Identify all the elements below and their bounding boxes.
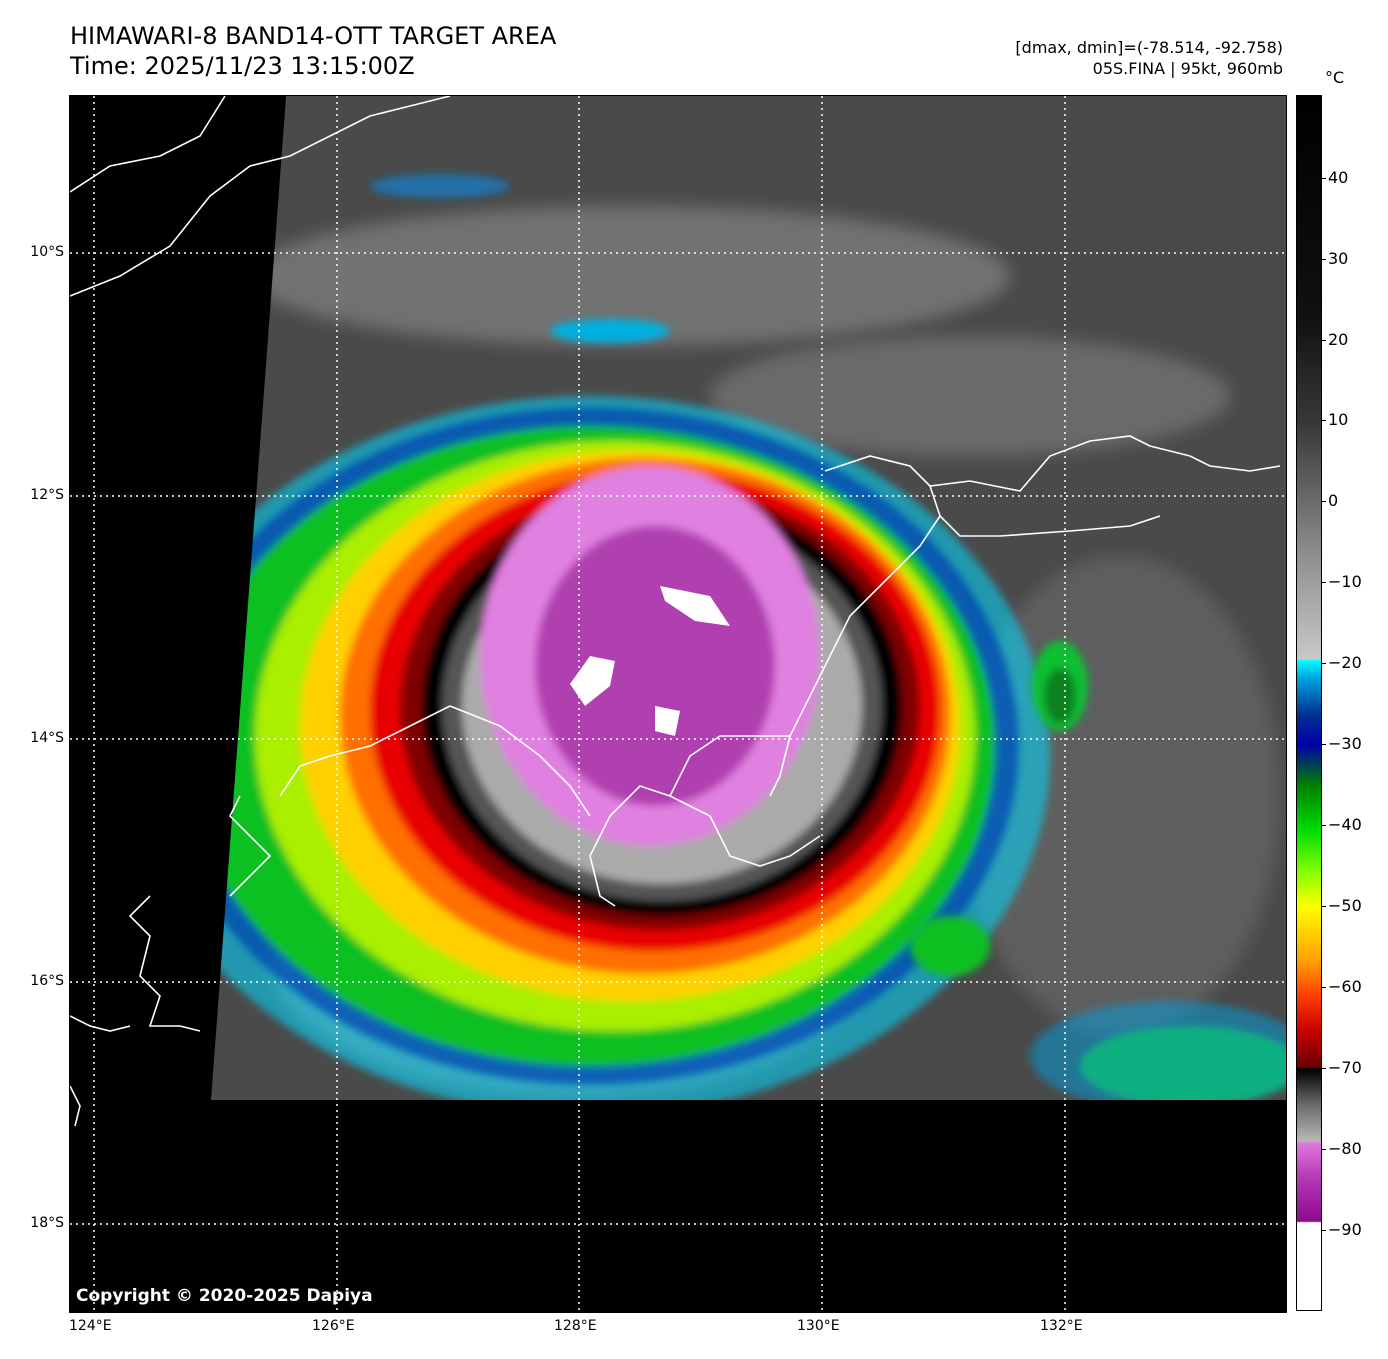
- colorbar-label: −10: [1328, 572, 1362, 591]
- colorbar-tick: [1321, 501, 1326, 502]
- colorbar-label: 20: [1328, 330, 1349, 349]
- copyright-label: Copyright © 2020-2025 Dapiya: [76, 1286, 373, 1306]
- colorbar-label: −90: [1328, 1220, 1362, 1239]
- lat-label: 14°S: [30, 730, 64, 746]
- lon-label: 128°E: [554, 1318, 597, 1334]
- colorbar-label: 40: [1328, 168, 1349, 187]
- satellite-image: Copyright © 2020-2025 Dapiya: [69, 95, 1287, 1313]
- lat-label: 18°S: [30, 1215, 64, 1231]
- colorbar: [1296, 95, 1322, 1311]
- colorbar-label: −30: [1328, 734, 1362, 753]
- lon-label: 130°E: [797, 1318, 840, 1334]
- colorbar-label: −20: [1328, 653, 1362, 672]
- colorbar-tick: [1321, 420, 1326, 421]
- colorbar-tick: [1321, 1149, 1326, 1150]
- image-time: Time: 2025/11/23 13:15:00Z: [70, 52, 415, 80]
- colorbar-tick: [1321, 259, 1326, 260]
- cloud-band: [250, 206, 1010, 346]
- lon-label: 124°E: [69, 1318, 112, 1334]
- overshooting-top: [660, 586, 730, 626]
- colorbar-tick: [1321, 582, 1326, 583]
- lat-label: 16°S: [30, 973, 64, 989]
- image-title: HIMAWARI-8 BAND14-OTT TARGET AREA: [70, 22, 557, 50]
- colorbar-label: −40: [1328, 815, 1362, 834]
- colorbar-label: 0: [1328, 491, 1339, 510]
- storm-info-label: 05S.FINA | 95kt, 960mb: [1092, 59, 1283, 78]
- cloud-band: [710, 336, 1230, 456]
- lon-label: 126°E: [312, 1318, 355, 1334]
- lat-label: 10°S: [30, 244, 64, 260]
- colorbar-tick: [1321, 987, 1326, 988]
- coastlines: [70, 96, 1281, 1127]
- overshooting-top: [570, 656, 615, 706]
- colorbar-tick: [1321, 744, 1326, 745]
- colorbar-label: −80: [1328, 1139, 1362, 1158]
- temperature-range-label: [dmax, dmin]=(-78.514, -92.758): [1015, 38, 1283, 57]
- colorbar-tick: [1321, 825, 1326, 826]
- colorbar-unit: °C: [1325, 68, 1345, 87]
- colorbar-tick: [1321, 178, 1326, 179]
- colorbar-label: 10: [1328, 410, 1349, 429]
- graticule: [70, 96, 1286, 1312]
- scattered-convection: [370, 174, 1286, 1111]
- colorbar-tick: [1321, 1230, 1326, 1231]
- colorbar-tick: [1321, 340, 1326, 341]
- lat-label: 12°S: [30, 487, 64, 503]
- cyclone-cloud-shield: [130, 396, 1050, 1116]
- colorbar-tick: [1321, 1068, 1326, 1069]
- no-data-area: [70, 96, 286, 1112]
- colorbar-tick: [1321, 906, 1326, 907]
- lon-label: 132°E: [1040, 1318, 1083, 1334]
- colorbar-label: −50: [1328, 896, 1362, 915]
- colorbar-label: −60: [1328, 977, 1362, 996]
- satellite-imagery-svg: [70, 96, 1286, 1312]
- colorbar-label: 30: [1328, 249, 1349, 268]
- colorbar-label: −70: [1328, 1058, 1362, 1077]
- colorbar-tick: [1321, 663, 1326, 664]
- overshooting-top: [655, 706, 680, 736]
- no-data-area: [70, 1100, 1286, 1312]
